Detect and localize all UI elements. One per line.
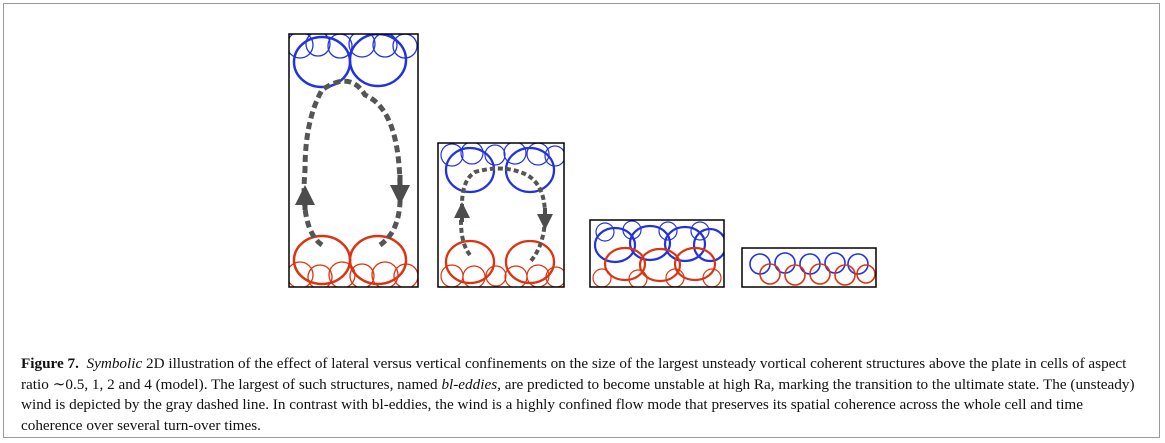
caption-label: Figure 7.	[21, 355, 79, 372]
caption-text: bl-eddies	[441, 375, 498, 393]
figure-frame	[3, 3, 1160, 438]
caption-text: 2D illustration of the effect of lateral…	[21, 355, 1127, 393]
cell-1	[289, 34, 418, 287]
cell-2	[440, 143, 564, 287]
caption-text: Symbolic	[86, 355, 143, 372]
illustration	[288, 33, 877, 288]
caption-text: , are predicted to become unstable at hi…	[21, 375, 1135, 434]
figure-caption: Figure 7. Symbolic 2D illustration of th…	[21, 354, 1146, 436]
cell-4	[749, 252, 876, 286]
cell-3	[592, 220, 724, 287]
